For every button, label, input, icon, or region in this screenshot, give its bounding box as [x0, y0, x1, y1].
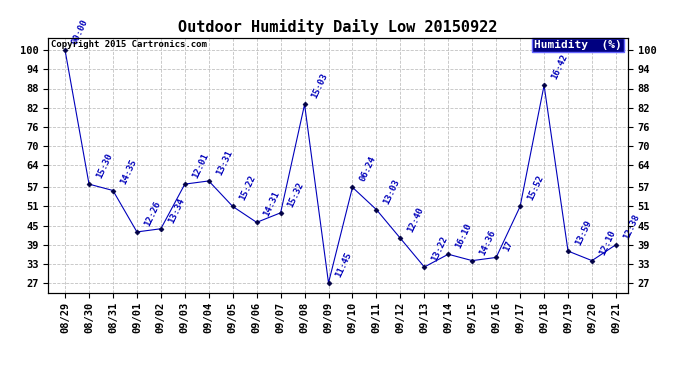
Text: 06:24: 06:24 — [358, 155, 377, 183]
Text: 15:03: 15:03 — [310, 72, 330, 100]
Text: 13:59: 13:59 — [573, 219, 593, 247]
Text: 14:36: 14:36 — [477, 228, 497, 256]
Text: 16:10: 16:10 — [454, 222, 473, 250]
Text: 13:03: 13:03 — [382, 177, 402, 206]
Text: 14:35: 14:35 — [119, 158, 138, 186]
Text: 13:31: 13:31 — [215, 148, 234, 177]
Text: Copyright 2015 Cartronics.com: Copyright 2015 Cartronics.com — [51, 40, 207, 49]
Text: Humidity  (%): Humidity (%) — [534, 40, 622, 50]
Text: 15:52: 15:52 — [526, 174, 545, 202]
Title: Outdoor Humidity Daily Low 20150922: Outdoor Humidity Daily Low 20150922 — [179, 19, 497, 35]
Text: 12:26: 12:26 — [142, 200, 162, 228]
Text: 12:40: 12:40 — [406, 206, 426, 234]
Text: 14:31: 14:31 — [262, 190, 282, 218]
Text: 15:32: 15:32 — [286, 180, 306, 209]
Text: 12:10: 12:10 — [598, 228, 617, 256]
Text: 12:01: 12:01 — [190, 152, 210, 180]
Text: 00:00: 00:00 — [70, 18, 90, 46]
Text: 11:45: 11:45 — [334, 251, 353, 279]
Text: 15:30: 15:30 — [95, 152, 114, 180]
Text: 16:42: 16:42 — [550, 53, 569, 81]
Text: 17: 17 — [502, 240, 515, 253]
Text: 12:38: 12:38 — [622, 212, 641, 240]
Text: 13:22: 13:22 — [430, 235, 449, 263]
Text: 13:34: 13:34 — [166, 196, 186, 225]
Text: 15:22: 15:22 — [238, 174, 258, 202]
